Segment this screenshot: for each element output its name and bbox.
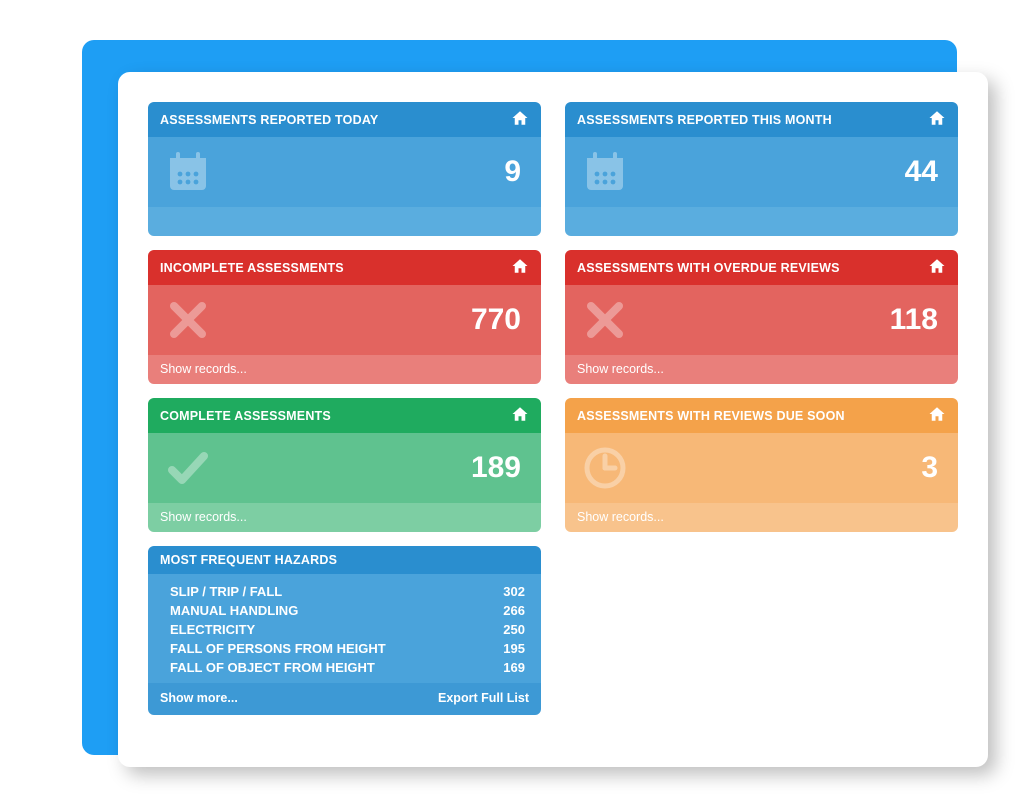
card-footer bbox=[565, 207, 958, 236]
card-value: 770 bbox=[471, 303, 521, 337]
home-icon[interactable] bbox=[928, 405, 946, 426]
card-header: COMPLETE ASSESSMENTS bbox=[148, 398, 541, 433]
card-value: 9 bbox=[504, 155, 521, 189]
card-header: ASSESSMENTS REPORTED THIS MONTH bbox=[565, 102, 958, 137]
hazard-label: SLIP / TRIP / FALL bbox=[170, 584, 282, 599]
home-icon[interactable] bbox=[511, 405, 529, 426]
card-title: COMPLETE ASSESSMENTS bbox=[160, 409, 331, 423]
hazards-list: SLIP / TRIP / FALL 302 MANUAL HANDLING 266… bbox=[148, 574, 541, 683]
card-title: ASSESSMENTS WITH OVERDUE REVIEWS bbox=[577, 261, 840, 275]
card-assessments-month: ASSESSMENTS REPORTED THIS MONTH 44 bbox=[565, 102, 958, 236]
card-header: ASSESSMENTS REPORTED TODAY bbox=[148, 102, 541, 137]
home-icon[interactable] bbox=[511, 109, 529, 130]
dashboard-panel: ASSESSMENTS REPORTED TODAY 9 ASSESSMENTS… bbox=[118, 72, 988, 767]
card-title: ASSESSMENTS REPORTED TODAY bbox=[160, 113, 378, 127]
hazard-label: FALL OF OBJECT FROM HEIGHT bbox=[170, 660, 375, 675]
hazard-label: MANUAL HANDLING bbox=[170, 603, 298, 618]
card-value: 3 bbox=[921, 451, 938, 485]
card-body: 44 bbox=[565, 137, 958, 207]
clock-icon bbox=[581, 444, 629, 492]
show-records-link[interactable]: Show records... bbox=[160, 362, 247, 376]
hazard-row: ELECTRICITY 250 bbox=[170, 620, 525, 639]
card-value: 189 bbox=[471, 451, 521, 485]
card-body: 118 bbox=[565, 285, 958, 355]
home-icon[interactable] bbox=[511, 257, 529, 278]
hazard-row: MANUAL HANDLING 266 bbox=[170, 601, 525, 620]
show-records-link[interactable]: Show records... bbox=[160, 510, 247, 524]
export-link[interactable]: Export Full List bbox=[438, 691, 529, 705]
card-footer[interactable]: Show records... bbox=[148, 503, 541, 532]
card-footer bbox=[148, 207, 541, 236]
hazard-label: ELECTRICITY bbox=[170, 622, 255, 637]
hazard-row: FALL OF PERSONS FROM HEIGHT 195 bbox=[170, 639, 525, 658]
home-icon[interactable] bbox=[928, 109, 946, 130]
card-complete: COMPLETE ASSESSMENTS 189 Show records... bbox=[148, 398, 541, 532]
card-title: ASSESSMENTS WITH REVIEWS DUE SOON bbox=[577, 409, 845, 423]
x-icon bbox=[581, 296, 629, 344]
hazard-count: 250 bbox=[503, 622, 525, 637]
card-body: 770 bbox=[148, 285, 541, 355]
calendar-icon bbox=[164, 148, 212, 196]
card-footer[interactable]: Show records... bbox=[565, 503, 958, 532]
hazard-row: SLIP / TRIP / FALL 302 bbox=[170, 582, 525, 601]
card-overdue: ASSESSMENTS WITH OVERDUE REVIEWS 118 Sho… bbox=[565, 250, 958, 384]
home-icon[interactable] bbox=[928, 257, 946, 278]
hazard-count: 195 bbox=[503, 641, 525, 656]
card-body: 3 bbox=[565, 433, 958, 503]
check-icon bbox=[164, 444, 212, 492]
card-value: 44 bbox=[905, 155, 938, 189]
card-assessments-today: ASSESSMENTS REPORTED TODAY 9 bbox=[148, 102, 541, 236]
show-records-link[interactable]: Show records... bbox=[577, 362, 664, 376]
card-title: MOST FREQUENT HAZARDS bbox=[160, 553, 337, 567]
card-header: INCOMPLETE ASSESSMENTS bbox=[148, 250, 541, 285]
card-header: ASSESSMENTS WITH OVERDUE REVIEWS bbox=[565, 250, 958, 285]
card-body: 189 bbox=[148, 433, 541, 503]
hazard-label: FALL OF PERSONS FROM HEIGHT bbox=[170, 641, 386, 656]
calendar-icon bbox=[581, 148, 629, 196]
card-title: ASSESSMENTS REPORTED THIS MONTH bbox=[577, 113, 832, 127]
card-due-soon: ASSESSMENTS WITH REVIEWS DUE SOON 3 Show… bbox=[565, 398, 958, 532]
card-footer[interactable]: Show records... bbox=[148, 355, 541, 384]
show-more-link[interactable]: Show more... bbox=[160, 691, 238, 705]
card-value: 118 bbox=[890, 303, 938, 337]
hazard-count: 169 bbox=[503, 660, 525, 675]
card-header: ASSESSMENTS WITH REVIEWS DUE SOON bbox=[565, 398, 958, 433]
card-header: MOST FREQUENT HAZARDS bbox=[148, 546, 541, 574]
card-footer: Show more... Export Full List bbox=[148, 683, 541, 715]
x-icon bbox=[164, 296, 212, 344]
card-footer[interactable]: Show records... bbox=[565, 355, 958, 384]
card-incomplete: INCOMPLETE ASSESSMENTS 770 Show records.… bbox=[148, 250, 541, 384]
hazard-row: FALL OF OBJECT FROM HEIGHT 169 bbox=[170, 658, 525, 677]
card-title: INCOMPLETE ASSESSMENTS bbox=[160, 261, 344, 275]
hazard-count: 266 bbox=[503, 603, 525, 618]
hazard-count: 302 bbox=[503, 584, 525, 599]
card-body: 9 bbox=[148, 137, 541, 207]
card-hazards: MOST FREQUENT HAZARDS SLIP / TRIP / FALL… bbox=[148, 546, 541, 715]
show-records-link[interactable]: Show records... bbox=[577, 510, 664, 524]
